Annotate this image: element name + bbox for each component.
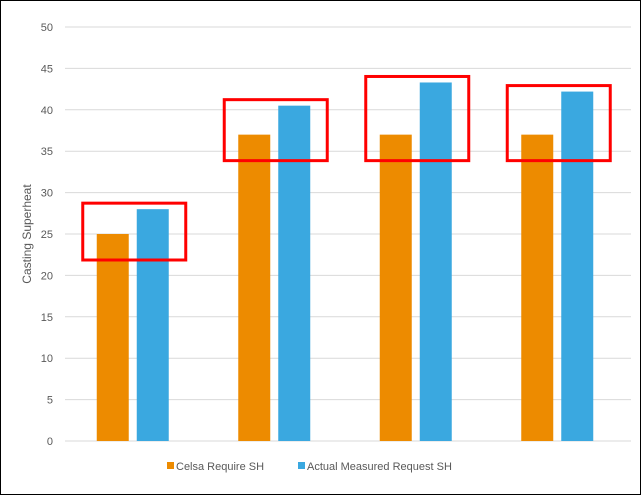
y-tick-label: 50 [41, 22, 53, 34]
y-axis-tick-labels: 0 5 10 15 20 25 30 35 40 45 50 [41, 22, 53, 448]
bar-actual-measured-request-sh [278, 105, 311, 441]
highlight-box [81, 201, 188, 262]
y-tick-label: 15 [41, 312, 53, 324]
y-tick-label: 30 [41, 188, 53, 200]
bar-celsa-require-sh [521, 134, 554, 441]
y-tick-label: 10 [41, 353, 53, 365]
bar-actual-measured-request-sh [136, 209, 169, 441]
y-tick-label: 25 [41, 229, 53, 241]
highlight-box [222, 98, 329, 163]
bars [96, 82, 594, 442]
y-tick-label: 0 [47, 436, 53, 448]
legend-swatch [167, 462, 174, 469]
y-tick-label: 20 [41, 270, 53, 282]
highlight-box [505, 84, 612, 163]
y-tick-label: 45 [41, 63, 53, 75]
bar-celsa-require-sh [238, 134, 271, 441]
y-tick-label: 5 [47, 395, 53, 407]
y-tick-label: 35 [41, 146, 53, 158]
legend-label: Actual Measured Request SH [307, 461, 452, 473]
legend-swatch [298, 462, 305, 469]
legend: Celsa Require SH Actual Measured Request … [167, 461, 452, 473]
legend-label: Celsa Require SH [176, 461, 264, 473]
bar-celsa-require-sh [96, 234, 129, 441]
y-axis-title: Casting Superheat [20, 184, 34, 284]
bar-actual-measured-request-sh [419, 82, 452, 441]
y-tick-label: 40 [41, 105, 53, 117]
bar-actual-measured-request-sh [561, 91, 594, 442]
highlight-boxes [81, 74, 612, 262]
bar-celsa-require-sh [379, 134, 412, 441]
highlight-box [364, 74, 471, 163]
